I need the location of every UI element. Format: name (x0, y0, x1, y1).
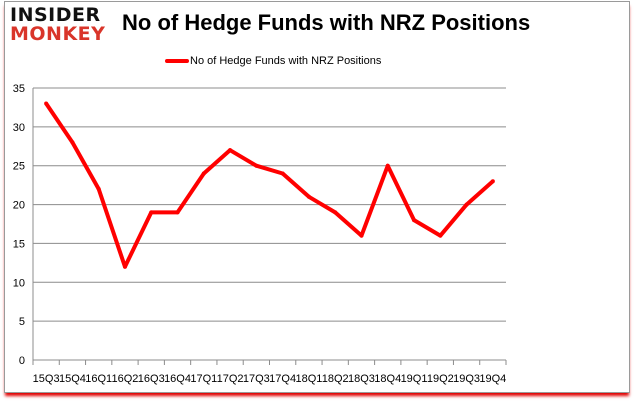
data-point (96, 187, 101, 192)
chart-title: No of Hedge Funds with NRZ Positions (122, 10, 531, 35)
data-point (254, 163, 259, 168)
x-tick-label: 19Q3 (453, 373, 480, 385)
data-point (201, 171, 206, 176)
data-point (359, 233, 364, 238)
data-point (464, 202, 469, 207)
data-point (385, 163, 390, 168)
x-tick-label: 18Q3 (348, 373, 375, 385)
x-tick-label: 16Q3 (138, 373, 165, 385)
data-point (149, 210, 154, 215)
data-point (438, 233, 443, 238)
data-point (490, 179, 495, 184)
y-tick-label: 25 (13, 161, 25, 173)
x-tick-label: 15Q3 (33, 373, 60, 385)
data-point (44, 101, 49, 106)
logo-line-1: INSIDER (10, 4, 101, 26)
data-point (122, 264, 127, 269)
legend-swatch (165, 59, 189, 63)
x-tick-label: 17Q4 (269, 373, 296, 385)
y-tick-label: 10 (13, 277, 25, 289)
data-point (306, 194, 311, 199)
x-tick-label: 17Q3 (243, 373, 270, 385)
y-tick-label: 20 (13, 200, 25, 212)
y-tick-label: 35 (13, 83, 25, 95)
x-tick-label: 17Q1 (190, 373, 217, 385)
x-tick-label: 18Q2 (322, 373, 349, 385)
y-tick-label: 5 (19, 316, 25, 328)
x-tick-label: 17Q2 (217, 373, 244, 385)
x-tick-label: 16Q2 (112, 373, 139, 385)
data-point (333, 210, 338, 215)
series-line (44, 102, 495, 269)
y-tick-label: 0 (19, 355, 25, 367)
x-tick-label: 16Q4 (164, 373, 191, 385)
data-point (412, 218, 417, 223)
insider-monkey-logo: INSIDER MONKEY (10, 6, 105, 44)
x-tick-label: 19Q4 (479, 373, 506, 385)
legend-label: No of Hedge Funds with NRZ Positions (190, 55, 382, 67)
x-tick-label: 18Q4 (374, 373, 401, 385)
logo-line-2: MONKEY (10, 23, 106, 45)
data-point (70, 140, 75, 145)
legend: No of Hedge Funds with NRZ Positions (165, 55, 381, 67)
x-tick-label: 19Q1 (401, 373, 428, 385)
x-tick-label: 19Q2 (427, 373, 454, 385)
data-point (280, 171, 285, 176)
data-point (175, 210, 180, 215)
x-tick-label: 15Q4 (59, 373, 86, 385)
x-tick-label: 18Q1 (295, 373, 322, 385)
chart-frame (4, 1, 630, 393)
y-tick-label: 15 (13, 238, 25, 250)
x-tick-label: 16Q1 (85, 373, 112, 385)
y-tick-label: 30 (13, 122, 25, 134)
data-point (228, 148, 233, 153)
